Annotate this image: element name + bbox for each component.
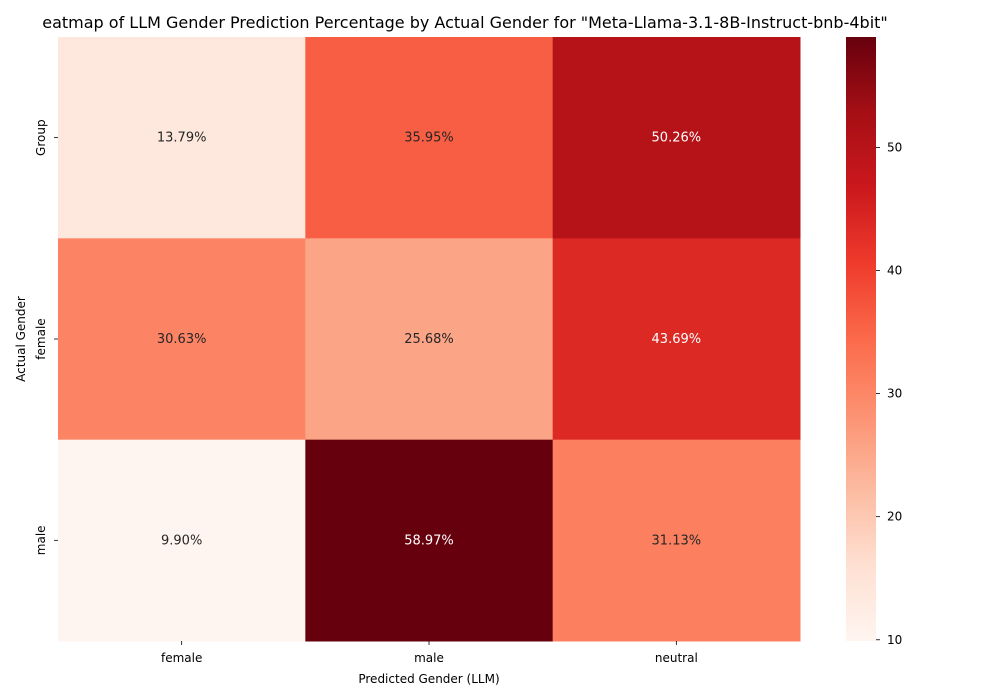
colorbar-tick-label: 40 [887, 264, 902, 278]
chart-title: eatmap of LLM Gender Prediction Percenta… [42, 13, 888, 32]
x-axis-ticks: female male neutral [161, 641, 698, 665]
y-axis-label: Actual Gender [14, 296, 28, 382]
colorbar-tick-label: 20 [887, 510, 902, 524]
cell-value-label: 31.13% [652, 533, 702, 548]
cell-value-label: 25.68% [404, 332, 454, 347]
cell-value-label: 35.95% [404, 131, 454, 146]
heatmap-cell [305, 238, 554, 441]
heatmap-cell [58, 439, 306, 642]
x-tick-label: male [414, 651, 444, 665]
x-tick-label: neutral [655, 651, 698, 665]
heatmap-cell [58, 238, 306, 441]
heatmap-cell [305, 37, 554, 239]
cell-value-label: 30.63% [157, 332, 207, 347]
colorbar [846, 37, 876, 641]
heatmap-cell [552, 439, 801, 642]
heatmap-cell-labels: 13.79% 35.95% 50.26% 30.63% 25.68% 43.69% 9.90… [157, 131, 701, 549]
colorbar-ticks: 10 20 30 40 50 [876, 140, 902, 647]
colorbar-tick-label: 10 [887, 633, 902, 647]
colorbar-tick-label: 30 [887, 387, 902, 401]
cell-value-label: 50.26% [652, 131, 702, 146]
cell-value-label: 9.90% [161, 533, 202, 548]
colorbar-tick-label: 50 [887, 140, 902, 154]
x-tick-label: female [161, 651, 202, 665]
y-tick-label: female [34, 318, 48, 359]
cell-value-label: 43.69% [652, 332, 702, 347]
heatmap-cells [58, 37, 801, 642]
heatmap-cell [552, 37, 801, 239]
cell-value-label: 13.79% [157, 131, 207, 146]
cell-value-label: 58.97% [404, 533, 454, 548]
y-axis-ticks: Group female male [34, 119, 58, 555]
x-axis-label: Predicted Gender (LLM) [358, 672, 499, 686]
y-tick-label: male [34, 525, 48, 555]
y-tick-label: Group [34, 119, 48, 156]
heatmap-cell [58, 37, 306, 239]
heatmap-cell [305, 439, 554, 642]
heatmap-cell [552, 238, 801, 441]
